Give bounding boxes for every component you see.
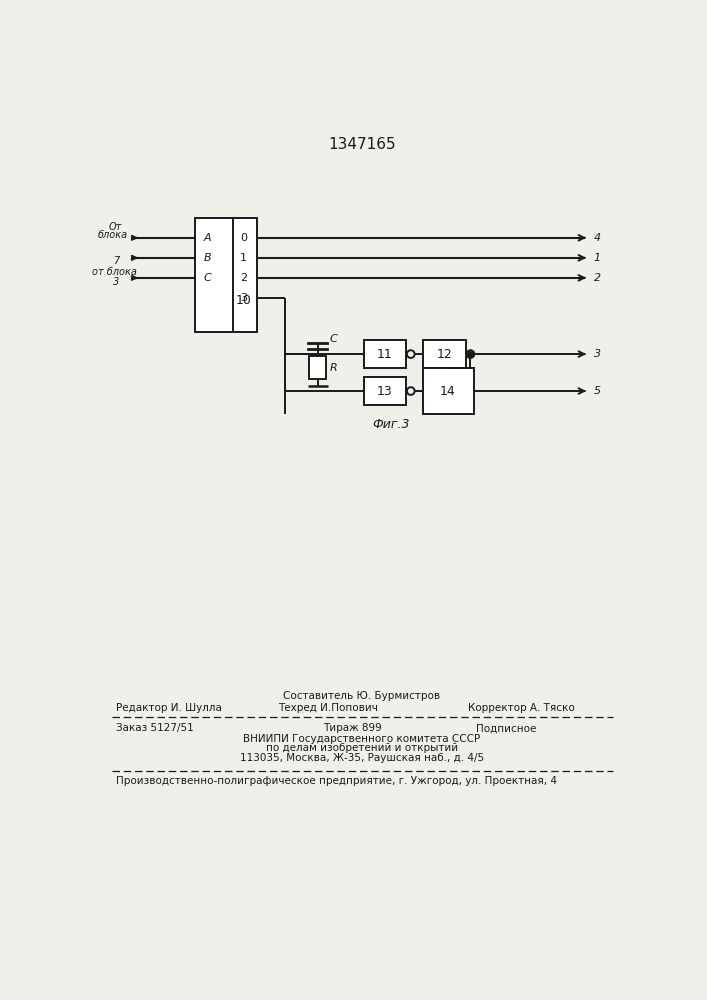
Text: Техред И.Попович: Техред И.Попович — [279, 703, 378, 713]
Text: 7: 7 — [113, 256, 119, 266]
Bar — [195, 218, 257, 332]
Text: A: A — [204, 233, 211, 243]
Text: Корректор А. Тяско: Корректор А. Тяско — [468, 703, 575, 713]
Text: Составитель Ю. Бурмистров: Составитель Ю. Бурмистров — [284, 691, 440, 701]
Text: от блока: от блока — [91, 267, 136, 277]
Text: C: C — [204, 273, 211, 283]
Text: Редактор И. Шулла: Редактор И. Шулла — [115, 703, 221, 713]
Text: 3: 3 — [113, 277, 119, 287]
Text: 2: 2 — [240, 273, 247, 283]
Text: R: R — [329, 363, 337, 373]
Text: 5: 5 — [594, 386, 601, 396]
Text: 1347165: 1347165 — [328, 137, 396, 152]
Text: 113035, Москва, Ж-35, Раушская наб., д. 4/5: 113035, Москва, Ж-35, Раушская наб., д. … — [240, 753, 484, 763]
Text: 11: 11 — [377, 348, 392, 361]
Text: 10: 10 — [235, 294, 251, 307]
Text: 3: 3 — [594, 349, 601, 359]
Text: 0: 0 — [240, 233, 247, 243]
Text: 3: 3 — [240, 293, 247, 303]
Bar — [423, 340, 466, 368]
Text: Подписное: Подписное — [476, 723, 536, 733]
Text: B: B — [204, 253, 211, 263]
Text: по делам изобретений и открытий: по делам изобретений и открытий — [266, 743, 458, 753]
Text: 13: 13 — [377, 385, 392, 398]
Text: C: C — [329, 334, 337, 344]
Text: 2: 2 — [594, 273, 601, 283]
Text: Тираж 899: Тираж 899 — [323, 723, 382, 733]
Text: Заказ 5127/51: Заказ 5127/51 — [115, 723, 193, 733]
Bar — [423, 368, 474, 414]
Text: ВНИИПИ Государственного комитета СССР: ВНИИПИ Государственного комитета СССР — [243, 734, 481, 744]
Text: Фиг.3: Фиг.3 — [372, 418, 409, 431]
Text: 4: 4 — [594, 233, 601, 243]
Text: 14: 14 — [440, 385, 456, 398]
Text: От: От — [109, 222, 122, 232]
Bar — [363, 377, 406, 405]
Text: 1: 1 — [594, 253, 601, 263]
Text: 1: 1 — [240, 253, 247, 263]
Bar — [309, 356, 327, 379]
Bar — [363, 340, 406, 368]
Text: 12: 12 — [436, 348, 452, 361]
Text: Производственно-полиграфическое предприятие, г. Ужгород, ул. Проектная, 4: Производственно-полиграфическое предприя… — [115, 776, 556, 786]
Text: блока: блока — [98, 231, 128, 240]
